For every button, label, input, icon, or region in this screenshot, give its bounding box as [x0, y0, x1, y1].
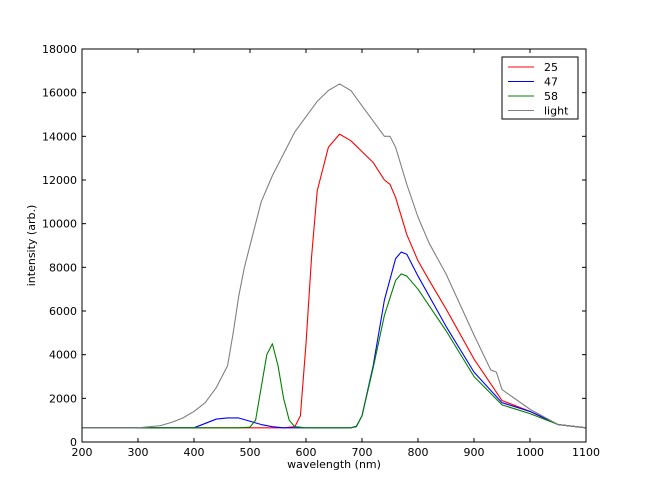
x-tick-label: 1100 [572, 446, 600, 459]
y-tick-label: 16000 [42, 87, 77, 100]
series-line-25 [82, 133, 587, 429]
x-axis-label: wavelength (nm) [287, 458, 381, 471]
y-tick-label: 14000 [42, 130, 77, 143]
y-tick-label: 8000 [49, 261, 77, 274]
y-tick-label: 0 [70, 436, 77, 449]
x-tick-label: 700 [352, 446, 373, 459]
series-line-47 [82, 251, 587, 429]
x-tick-label: 1000 [516, 446, 544, 459]
x-tick-label: 200 [72, 446, 93, 459]
plot-frame [81, 48, 587, 443]
y-axis-label: intensity (arb.) [25, 205, 38, 287]
y-tick-label: 6000 [49, 305, 77, 318]
series-line-58 [82, 273, 587, 429]
series-line-light [82, 83, 587, 429]
y-tick-label: 2000 [49, 392, 77, 405]
y-axis: 0 2000 4000 6000 8000 10000 12000 14000 16000 180… [42, 43, 586, 449]
legend-label-47: 47 [544, 76, 558, 89]
x-tick-label: 400 [184, 446, 205, 459]
x-tick-label: 800 [408, 446, 429, 459]
x-tick-label: 600 [296, 446, 317, 459]
y-tick-label: 18000 [42, 43, 77, 56]
legend-label-25: 25 [544, 61, 558, 74]
legend-label-58: 58 [544, 90, 558, 103]
legend-label-light: light [544, 105, 569, 118]
x-axis: 200 300 400 500 600 700 800 900 1000 1100 [72, 49, 600, 459]
x-tick-label: 300 [128, 446, 149, 459]
y-tick-label: 4000 [49, 349, 77, 362]
x-tick-label: 900 [464, 446, 485, 459]
y-tick-label: 10000 [42, 218, 77, 231]
y-tick-label: 12000 [42, 174, 77, 187]
x-tick-label: 500 [240, 446, 261, 459]
plot-lines [82, 83, 587, 429]
